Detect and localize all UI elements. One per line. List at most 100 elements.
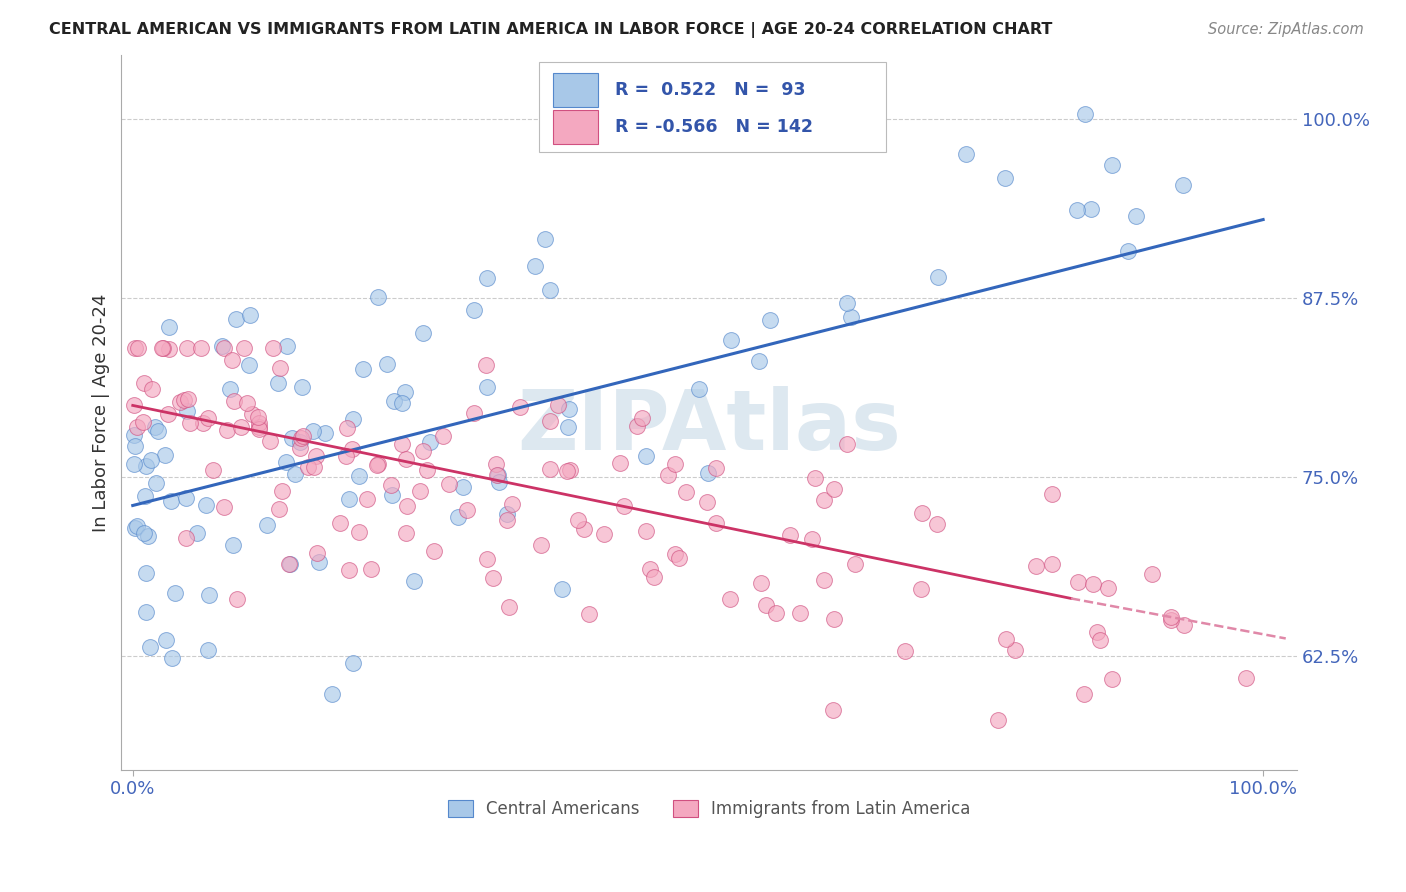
Point <box>1088 633 1111 648</box>
Point <box>447 510 470 524</box>
Point <box>269 502 291 516</box>
Point <box>485 457 508 471</box>
Point <box>347 524 370 539</box>
Legend: Central Americans, Immigrants from Latin America: Central Americans, Immigrants from Latin… <box>440 791 979 826</box>
Point <box>367 457 389 471</box>
Point <box>225 311 247 326</box>
Point <box>212 341 235 355</box>
Text: ZIPAtlas: ZIPAtlas <box>517 386 901 467</box>
Point <box>394 384 416 399</box>
Point <box>688 383 710 397</box>
Point <box>176 392 198 406</box>
Point <box>547 399 569 413</box>
Point <box>759 313 782 327</box>
Point <box>994 170 1017 185</box>
Point <box>804 471 827 485</box>
Point <box>212 500 235 514</box>
Point <box>1101 673 1123 687</box>
Point <box>127 341 149 355</box>
Point <box>305 546 328 560</box>
Point <box>1040 487 1063 501</box>
Point <box>748 354 770 368</box>
Point <box>122 428 145 442</box>
Point <box>557 419 579 434</box>
Point <box>139 453 162 467</box>
Point <box>157 342 180 356</box>
Point <box>197 643 219 657</box>
Point <box>1160 613 1182 627</box>
Point <box>578 607 600 622</box>
Point <box>675 484 697 499</box>
Point <box>839 310 862 325</box>
Point <box>329 516 352 530</box>
Point <box>143 420 166 434</box>
Point <box>800 532 823 546</box>
Text: Source: ZipAtlas.com: Source: ZipAtlas.com <box>1208 22 1364 37</box>
Point <box>475 359 498 373</box>
Point <box>274 455 297 469</box>
Point <box>477 551 499 566</box>
Point <box>284 467 307 482</box>
Point <box>423 544 446 558</box>
Point <box>141 382 163 396</box>
Bar <box>553 73 598 107</box>
Point <box>336 420 359 434</box>
Point <box>638 562 661 576</box>
Point <box>281 431 304 445</box>
Point <box>269 360 291 375</box>
Point <box>335 449 357 463</box>
Point <box>1073 687 1095 701</box>
Point <box>157 408 180 422</box>
Point <box>391 396 413 410</box>
Point <box>240 407 263 421</box>
Point <box>404 574 426 589</box>
Point <box>271 483 294 498</box>
Point <box>696 495 718 509</box>
Point <box>197 411 219 425</box>
Point <box>124 439 146 453</box>
Point <box>256 517 278 532</box>
Point <box>643 570 665 584</box>
Point <box>211 339 233 353</box>
Point <box>409 483 432 498</box>
Point <box>1171 178 1194 192</box>
Point <box>501 497 523 511</box>
Point <box>696 466 718 480</box>
Point <box>844 557 866 571</box>
Point <box>132 526 155 541</box>
Point <box>356 491 378 506</box>
Point <box>486 468 509 483</box>
Point <box>302 425 325 439</box>
Point <box>1074 107 1097 121</box>
Point <box>169 395 191 409</box>
Point <box>437 476 460 491</box>
Point <box>138 529 160 543</box>
Point <box>176 404 198 418</box>
Point <box>1118 244 1140 258</box>
Point <box>1025 559 1047 574</box>
Point <box>233 341 256 355</box>
Point <box>636 524 658 538</box>
Point <box>249 422 271 436</box>
Point <box>995 632 1018 646</box>
Point <box>412 326 434 340</box>
Point <box>152 341 174 355</box>
Point <box>567 513 589 527</box>
Point <box>314 425 336 440</box>
Point <box>321 687 343 701</box>
Text: R =  0.522   N =  93: R = 0.522 N = 93 <box>616 81 806 99</box>
Point <box>1066 575 1088 590</box>
Point <box>1066 203 1088 218</box>
Point <box>558 401 581 416</box>
Point <box>704 461 727 475</box>
Point <box>360 562 382 576</box>
Point <box>305 449 328 463</box>
Point <box>377 357 399 371</box>
Point <box>198 588 221 602</box>
Point <box>246 409 269 424</box>
Point <box>340 442 363 456</box>
Point <box>1160 609 1182 624</box>
Point <box>837 296 859 310</box>
Point <box>179 417 201 431</box>
Point <box>613 499 636 513</box>
